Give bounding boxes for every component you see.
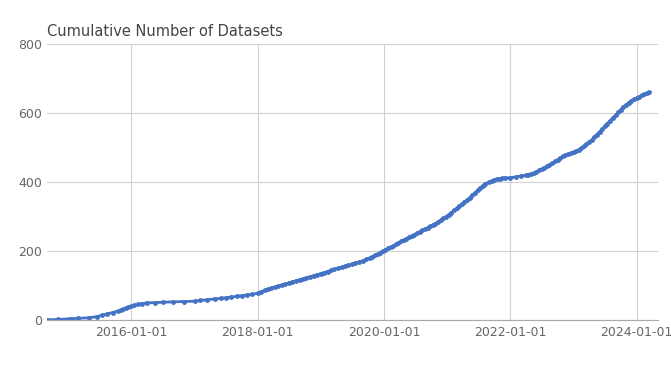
Text: Cumulative Number of Datasets: Cumulative Number of Datasets — [47, 24, 283, 39]
